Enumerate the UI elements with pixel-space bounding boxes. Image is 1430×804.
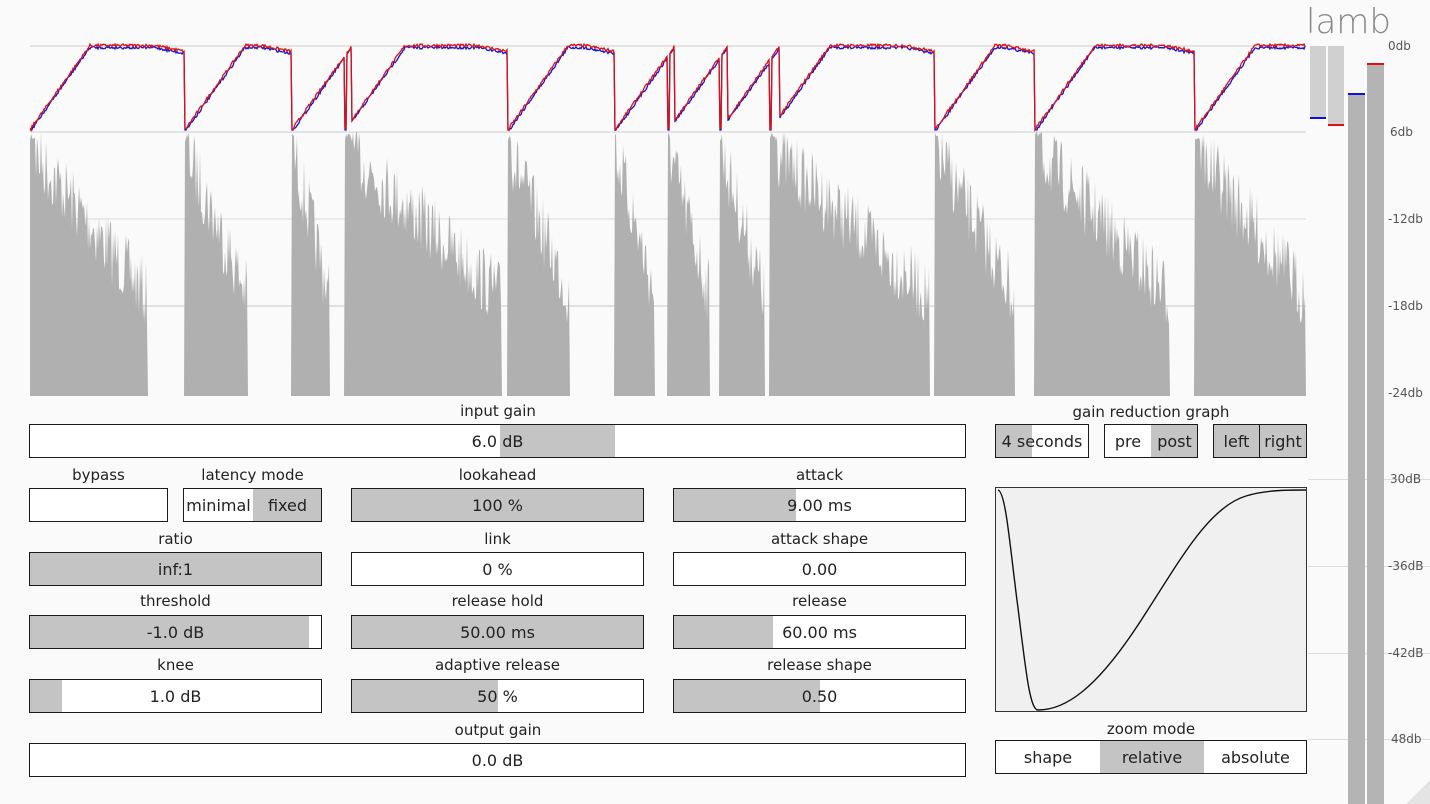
release-shape-slider[interactable]: 0.50	[673, 679, 966, 713]
scale-label-6: 6db	[1390, 125, 1413, 139]
knee-slider[interactable]: 1.0 dB	[29, 679, 322, 713]
pre-option[interactable]: pre	[1114, 431, 1142, 451]
output-gain-value: 0.0 dB	[471, 750, 524, 770]
latency-mode-minimal[interactable]: minimal	[186, 495, 251, 515]
attack-shape-label: attack shape	[770, 530, 869, 548]
adaptive-release-fill	[352, 680, 498, 712]
knee-fill	[30, 680, 62, 712]
zoom-relative[interactable]: relative	[1100, 741, 1204, 773]
gain-reduction-meter-right	[1328, 46, 1344, 125]
scale-label-36: -36dB	[1388, 559, 1424, 573]
lookahead-label: lookahead	[458, 466, 537, 484]
graph-time-slider[interactable]: 4 seconds	[995, 424, 1089, 458]
shape-preview	[995, 487, 1307, 712]
link-slider[interactable]: 0 %	[351, 552, 644, 586]
lookahead-fill	[352, 489, 643, 521]
output-meter-left	[1348, 94, 1365, 804]
attack-fill	[674, 489, 797, 521]
right-option: right	[1264, 431, 1302, 451]
input-gain-slider[interactable]: 6.0 dB	[29, 424, 966, 458]
release-hold-fill	[352, 616, 643, 648]
link-value: 0 %	[482, 559, 513, 579]
zoom-mode-label: zoom mode	[1106, 720, 1196, 738]
scale-label-12: -12db	[1388, 212, 1423, 226]
scale-label-18: -18db	[1388, 299, 1423, 313]
scale-label-42: -42dB	[1388, 646, 1424, 660]
zoom-mode-selector[interactable]: shape relative absolute	[995, 740, 1307, 774]
threshold-value: -1.0 dB	[146, 622, 205, 642]
left-option: left	[1223, 431, 1250, 451]
pre-post-selector[interactable]: pre post	[1104, 424, 1198, 458]
zoom-absolute[interactable]: absolute	[1221, 747, 1290, 767]
attack-label: attack	[795, 466, 844, 484]
release-shape-fill	[674, 680, 820, 712]
bypass-label: bypass	[72, 466, 125, 484]
ratio-fill	[30, 553, 321, 585]
waveform-shape	[30, 132, 1306, 396]
release-hold-label: release hold	[451, 592, 544, 610]
graph-time-fill	[996, 425, 1032, 457]
ratio-value: inf:1	[157, 559, 194, 579]
gain-reduction-graph	[30, 42, 1306, 396]
scale-label-24: -24db	[1388, 386, 1423, 400]
lookahead-slider[interactable]: 100 %	[351, 488, 644, 522]
input-gain-value: 6.0 dB	[471, 431, 524, 451]
latency-mode-fixed[interactable]: fixed	[253, 489, 321, 521]
release-value: 60.00 ms	[782, 622, 857, 642]
knee-value: 1.0 dB	[149, 686, 202, 706]
latency-mode-label: latency mode	[201, 466, 304, 484]
left-toggle[interactable]: left	[1213, 424, 1260, 458]
attack-slider[interactable]: 9.00 ms	[673, 488, 966, 522]
adaptive-release-label: adaptive release	[434, 656, 561, 674]
knee-label: knee	[157, 656, 194, 674]
input-gain-fill	[500, 425, 615, 457]
release-hold-slider[interactable]: 50.00 ms	[351, 615, 644, 649]
adaptive-release-slider[interactable]: 50 %	[351, 679, 644, 713]
waveform-display	[30, 40, 1306, 396]
threshold-slider[interactable]: -1.0 dB	[29, 615, 322, 649]
gain-reduction-graph-label: gain reduction graph	[1072, 403, 1230, 421]
ratio-slider[interactable]: inf:1	[29, 552, 322, 586]
adaptive-release-value: 50 %	[477, 686, 518, 706]
threshold-fill	[30, 616, 310, 648]
resize-handle[interactable]	[1406, 780, 1430, 804]
release-shape-label: release shape	[767, 656, 872, 674]
release-hold-value: 50.00 ms	[460, 622, 535, 642]
lookahead-value: 100 %	[472, 495, 523, 515]
attack-value: 9.00 ms	[787, 495, 852, 515]
output-meter-right	[1367, 64, 1384, 804]
release-label: release	[792, 592, 847, 610]
release-shape-value: 0.50	[801, 686, 838, 706]
attack-shape-slider[interactable]: 0.00	[673, 552, 966, 586]
right-toggle[interactable]: right	[1259, 424, 1307, 458]
bypass-toggle[interactable]	[29, 488, 168, 522]
graph-time-value: 4 seconds	[1001, 431, 1083, 451]
output-gain-slider[interactable]: 0.0 dB	[29, 743, 966, 777]
input-gain-label: input gain	[460, 402, 536, 420]
scale-label-30: 30dB	[1390, 472, 1422, 486]
release-fill	[674, 616, 773, 648]
threshold-label: threshold	[140, 592, 211, 610]
post-option[interactable]: post	[1151, 425, 1197, 457]
latency-mode-selector[interactable]: minimal fixed	[183, 488, 322, 522]
scale-label-48: 48db	[1391, 732, 1422, 746]
zoom-shape[interactable]: shape	[1023, 747, 1073, 767]
release-slider[interactable]: 60.00 ms	[673, 615, 966, 649]
ratio-label: ratio	[158, 530, 193, 548]
attack-release-curve	[997, 489, 1306, 711]
app-title: lamb	[1306, 2, 1391, 42]
link-label: link	[484, 530, 511, 548]
gain-reduction-meter-left	[1310, 46, 1326, 118]
gain-reduction-right-line	[30, 42, 1306, 133]
output-gain-label: output gain	[454, 721, 542, 739]
attack-shape-value: 0.00	[801, 559, 838, 579]
scale-label-0: 0db	[1388, 39, 1411, 53]
